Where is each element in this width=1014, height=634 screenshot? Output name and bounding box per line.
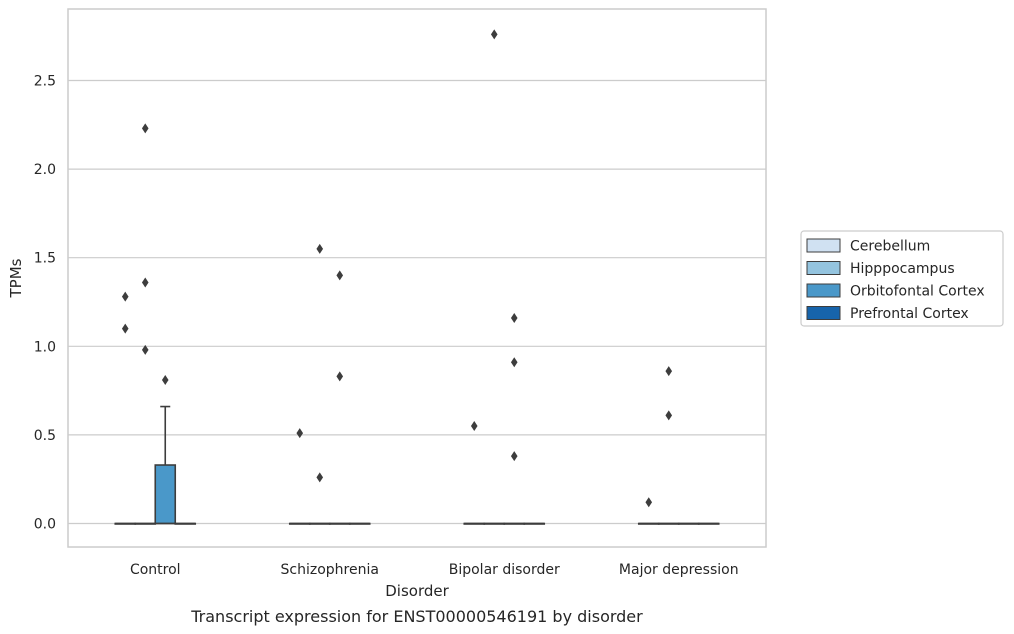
y-tick-label: 2.0 [34, 162, 56, 178]
y-tick-label: 2.5 [34, 74, 56, 90]
legend-label: Orbitofontal Cortex [850, 284, 985, 300]
outlier-point [121, 291, 129, 302]
y-tick-labels: 0.0 0.5 1.0 1.5 2.0 2.5 [34, 74, 56, 533]
x-tick-labels: Control Schizophrenia Bipolar disorder Majo… [130, 562, 739, 578]
box-layer [114, 405, 720, 525]
outlier-point [141, 344, 149, 355]
x-tick-label: Major depression [619, 562, 739, 578]
outlier-point [161, 374, 169, 385]
y-tick-label: 1.0 [34, 339, 56, 355]
legend-swatch [806, 261, 841, 275]
legend-label: Hipppocampus [850, 261, 955, 277]
y-tick-label: 0.5 [34, 428, 56, 444]
legend-box [800, 230, 1004, 327]
y-axis-label: TPMs [7, 258, 25, 298]
outlier-point [510, 357, 518, 368]
legend-swatch [806, 283, 841, 298]
x-tick-label: Schizophrenia [281, 562, 379, 578]
outlier-point [336, 371, 344, 382]
y-tick-label: 1.5 [34, 251, 56, 267]
box [154, 464, 177, 525]
outlier-point [510, 312, 518, 323]
outlier-point [141, 123, 149, 134]
outlier-point [665, 366, 673, 377]
legend-swatch [806, 238, 841, 253]
outlier-point [121, 323, 129, 334]
plot-frame [67, 8, 767, 548]
legend-label: Cerebellum [850, 239, 930, 255]
outlier-point [296, 428, 304, 439]
outlier-point [316, 472, 324, 483]
outlier-point [665, 410, 673, 421]
outlier-point [470, 421, 478, 432]
outlier-point [645, 497, 653, 508]
gridlines [68, 79, 766, 525]
chart-caption: Transcript expression for ENST0000054619… [190, 607, 643, 626]
legend-swatch [806, 306, 841, 320]
outlier-point [316, 243, 324, 254]
outlier-point [490, 29, 498, 40]
legend-label: Prefrontal Cortex [850, 306, 969, 322]
y-tick-label: 0.0 [34, 517, 56, 533]
x-axis-label: Disorder [385, 582, 449, 600]
outlier-point [510, 451, 518, 462]
x-tick-label: Control [130, 562, 181, 578]
outlier-point [141, 277, 149, 288]
outlier-point [336, 270, 344, 281]
outlier-layer [121, 29, 673, 508]
x-tick-label: Bipolar disorder [449, 562, 560, 578]
legend: Cerebellum Hipppocampus Orbitofontal Corte… [800, 230, 1004, 327]
